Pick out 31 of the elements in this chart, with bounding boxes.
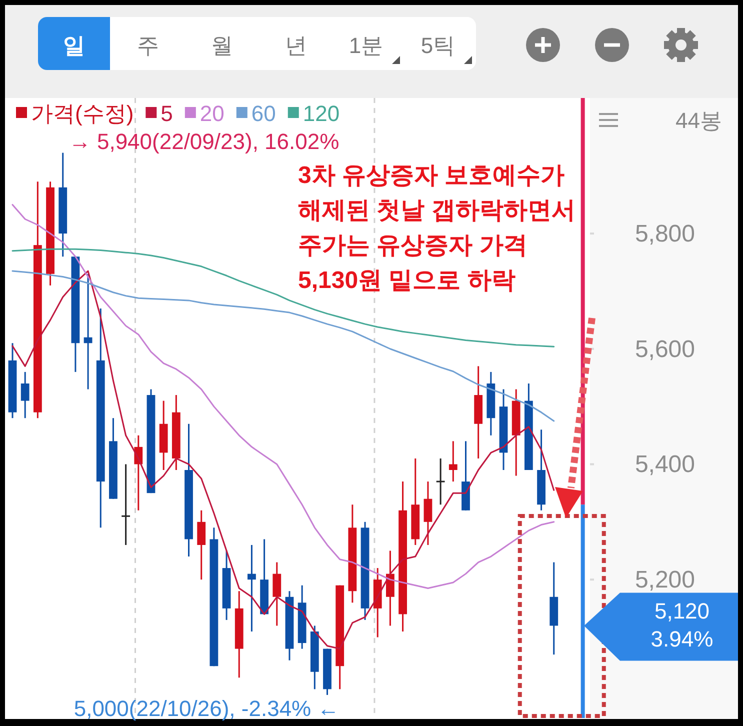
text: 5틱 [420,33,456,58]
annotation: 5,000(22/10/26), -2.34% ← [74,696,340,721]
y-tick-label: 5,600 [634,336,695,363]
text: 일 [63,33,85,58]
y-tick-label: 5,200 [634,566,695,594]
candlestick [20,371,30,419]
legend-label: 5 [160,101,173,126]
annotation: → 5,940(22/09/23), 16.02% [68,128,340,154]
text: 1분 [348,33,384,58]
candlestick [272,562,282,626]
candlestick [424,480,432,546]
candlestick [248,544,256,632]
candlestick [122,463,130,546]
candlestick [197,510,206,580]
text: 년 [285,33,307,58]
legend-label: 20 [200,101,224,126]
legend-label: 60 [251,101,276,126]
annotation: 3차 유상증자 보호예수가 해제된 첫날 갭하락하면서 주가는 유상증자 가격 5,130원 밑으로 하락 [298,162,576,294]
legend-label: 120 [302,101,340,126]
candlestick [448,440,458,482]
y-tick-label: 5,800 [634,220,695,248]
y-tick-label: 5,400 [634,451,695,478]
candlestick [436,458,445,506]
candlestick [84,273,92,390]
line-series [12,270,555,650]
text: 44봉 [676,108,722,133]
text: 월 [211,33,233,58]
text: 주 [137,33,159,58]
text: 5,120 3.94% [650,598,714,652]
line-series [12,270,555,422]
legend-label: 가격(수정) [31,101,134,126]
